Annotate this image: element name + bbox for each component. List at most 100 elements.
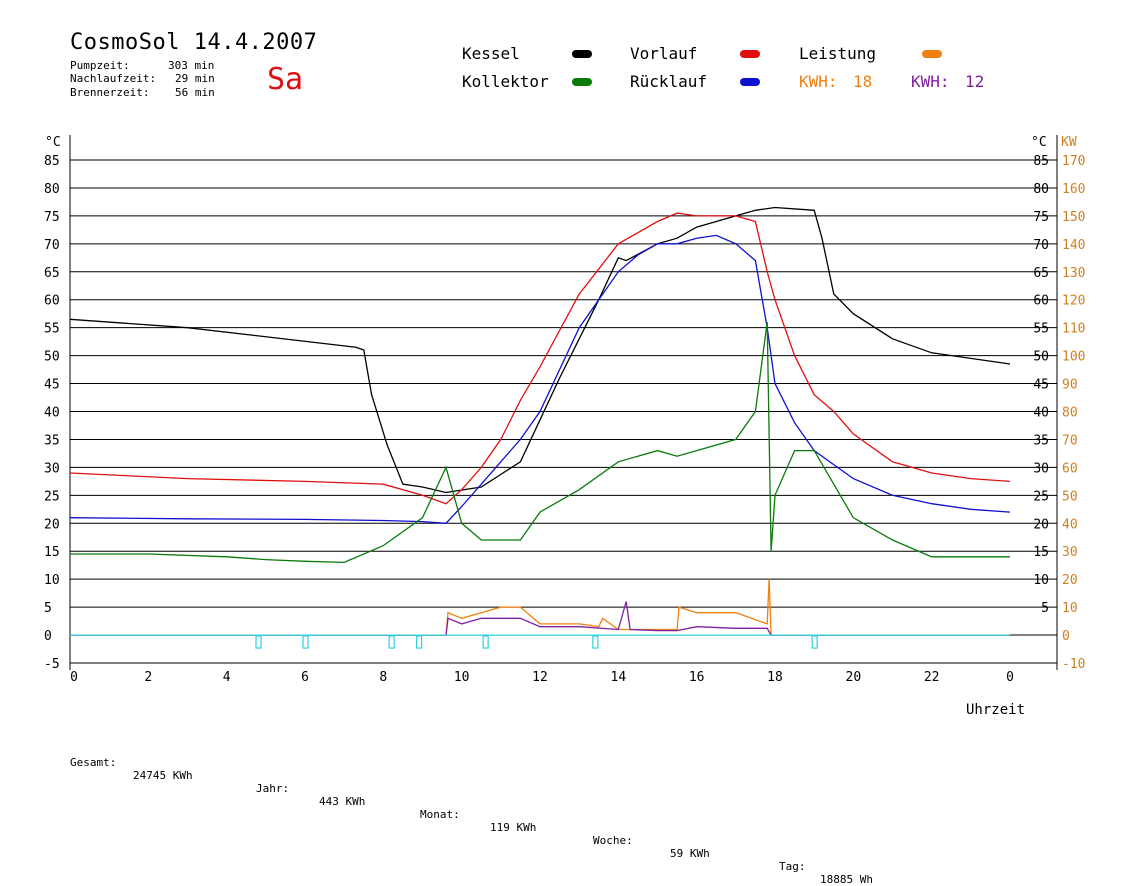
y-tick-left-5: 5 xyxy=(44,601,52,616)
footer-tag-label: Tag: xyxy=(779,860,806,873)
legend-leistung-swatch xyxy=(922,50,942,58)
series-line-0 xyxy=(69,206,1011,494)
y-tick-right-85: 85 xyxy=(1033,154,1049,169)
y-tick-right-60: 60 xyxy=(1033,294,1049,309)
x-tick-10: 20 xyxy=(846,670,862,685)
footer-monat-value: 119 KWh xyxy=(490,821,537,834)
footer-monat-label: Monat: xyxy=(420,808,460,821)
y-tick-left-10: 10 xyxy=(44,573,60,588)
temperature-chart: -505101520253035404550556065707580855101… xyxy=(44,135,1085,685)
kwh1-label: KWH: xyxy=(799,72,838,91)
y-tick-left-30: 30 xyxy=(44,461,60,476)
kwh2-value: 12 xyxy=(965,72,985,91)
y-tick-kw-40: 40 xyxy=(1062,517,1078,532)
x-axis-label: Uhrzeit xyxy=(966,702,1026,718)
footer-stats: Gesamt: 24745 KWh Jahr: 443 KWh Monat: 1… xyxy=(70,743,873,886)
x-tick-6: 12 xyxy=(532,670,548,685)
y-tick-kw-10: 10 xyxy=(1062,601,1078,616)
y-tick-kw-120: 120 xyxy=(1062,294,1085,309)
legend-kollektor-label: Kollektor xyxy=(462,72,549,91)
y-tick-left-25: 25 xyxy=(44,489,60,504)
marker-0 xyxy=(255,635,262,649)
y-tick-kw-20: 20 xyxy=(1062,573,1078,588)
x-tick-1: 2 xyxy=(144,670,152,685)
y-tick-kw-110: 110 xyxy=(1062,322,1085,337)
legend-vorlauf-swatch xyxy=(740,50,760,58)
footer-gesamt-value: 24745 KWh xyxy=(133,769,193,782)
y-tick-right-45: 45 xyxy=(1033,378,1049,393)
x-tick-5: 10 xyxy=(454,670,470,685)
y-tick-left-20: 20 xyxy=(44,517,60,532)
weekday-label: Sa xyxy=(267,62,304,97)
stat-pumpzeit-value: 303 min xyxy=(168,59,215,72)
series-line-2 xyxy=(69,234,1011,524)
marker-2 xyxy=(388,635,395,649)
y-tick-kw-100: 100 xyxy=(1062,350,1085,365)
kwh1-value: 18 xyxy=(853,72,873,91)
x-tick-0: 0 xyxy=(70,670,78,685)
y-tick-right-10: 10 xyxy=(1033,573,1049,588)
legend-kollektor-swatch xyxy=(572,78,592,86)
y-tick-kw-150: 150 xyxy=(1062,210,1085,225)
y-tick-kw-130: 130 xyxy=(1062,266,1085,281)
x-tick-12: 0 xyxy=(1006,670,1014,685)
y-tick-left--5: -5 xyxy=(44,657,60,672)
legend-kessel-label: Kessel xyxy=(462,44,520,63)
legend-ruecklauf-swatch xyxy=(740,78,760,86)
y-tick-right-15: 15 xyxy=(1033,545,1049,560)
y-tick-kw-30: 30 xyxy=(1062,545,1078,560)
y-tick-kw-80: 80 xyxy=(1062,406,1078,421)
y-tick-left-55: 55 xyxy=(44,322,60,337)
y-tick-left-85: 85 xyxy=(44,154,60,169)
marker-4 xyxy=(482,635,489,649)
y-tick-kw-140: 140 xyxy=(1062,238,1085,253)
series-line-5 xyxy=(70,601,1010,636)
y-tick-right-35: 35 xyxy=(1033,433,1049,448)
y-tick-left-40: 40 xyxy=(44,406,60,421)
x-tick-7: 14 xyxy=(611,670,627,685)
series-line-3 xyxy=(70,322,1010,564)
y-tick-right-70: 70 xyxy=(1033,238,1049,253)
footer-gesamt-label: Gesamt: xyxy=(70,756,117,769)
x-tick-3: 6 xyxy=(301,670,309,685)
x-tick-11: 22 xyxy=(924,670,940,685)
footer-woche-value: 59 KWh xyxy=(670,847,710,860)
legend-vorlauf-label: Vorlauf xyxy=(630,44,698,63)
y-tick-left-80: 80 xyxy=(44,182,60,197)
y-tick-right-40: 40 xyxy=(1033,406,1049,421)
y-tick-left-0: 0 xyxy=(44,629,52,644)
legend-leistung-label: Leistung xyxy=(799,44,877,63)
legend-ruecklauf-label: Rücklauf xyxy=(630,72,708,91)
y-tick-right-5: 5 xyxy=(1041,601,1049,616)
x-tick-8: 16 xyxy=(689,670,705,685)
axes xyxy=(69,135,1058,670)
y-tick-left-75: 75 xyxy=(44,210,60,225)
footer-jahr-label: Jahr: xyxy=(256,782,290,795)
y-tick-kw-50: 50 xyxy=(1062,489,1078,504)
y-tick-right-25: 25 xyxy=(1033,489,1049,504)
series-line-1 xyxy=(69,212,1011,505)
series-line-4 xyxy=(70,579,1010,636)
y-tick-left-70: 70 xyxy=(44,238,60,253)
y-tick-right-30: 30 xyxy=(1033,461,1049,476)
stat-brennerzeit-label: Brennerzeit: xyxy=(70,86,150,99)
y-tick-kw-90: 90 xyxy=(1062,378,1078,393)
y-tick-right-55: 55 xyxy=(1033,322,1049,337)
y-tick-kw-60: 60 xyxy=(1062,461,1078,476)
y-axis-label-right: °C xyxy=(1031,135,1047,150)
pump-markers xyxy=(255,635,818,649)
y-tick-right-75: 75 xyxy=(1033,210,1049,225)
y-tick-kw-170: 170 xyxy=(1062,154,1085,169)
x-tick-2: 4 xyxy=(223,670,231,685)
x-tick-4: 8 xyxy=(379,670,387,685)
marker-5 xyxy=(592,635,599,649)
y-tick-left-65: 65 xyxy=(44,266,60,281)
footer-tag-value: 18885 Wh xyxy=(820,873,873,886)
y-tick-right-65: 65 xyxy=(1033,266,1049,281)
marker-1 xyxy=(302,635,309,649)
tick-labels: -505101520253035404550556065707580855101… xyxy=(44,154,1085,685)
marker-6 xyxy=(811,635,818,649)
footer-woche-label: Woche: xyxy=(593,834,633,847)
y-tick-left-15: 15 xyxy=(44,545,60,560)
y-tick-right-80: 80 xyxy=(1033,182,1049,197)
